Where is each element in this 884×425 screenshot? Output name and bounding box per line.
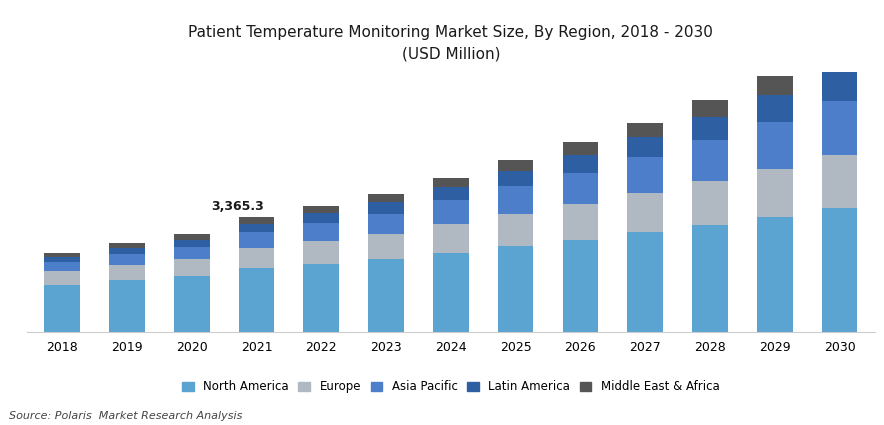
Bar [692, 140, 728, 181]
Bar [239, 248, 274, 269]
Bar [239, 217, 274, 224]
Bar [822, 155, 857, 208]
Legend: North America, Europe, Asia Pacific, Latin America, Middle East & Africa: North America, Europe, Asia Pacific, Lat… [178, 376, 724, 398]
Bar [303, 264, 339, 332]
Bar [628, 157, 663, 193]
Bar [369, 260, 404, 332]
Bar [498, 246, 533, 332]
Bar [303, 213, 339, 224]
Bar [303, 241, 339, 264]
Bar [822, 101, 857, 155]
Bar [498, 214, 533, 246]
Bar [433, 187, 469, 201]
Bar [174, 247, 210, 259]
Bar [174, 276, 210, 332]
Bar [239, 232, 274, 248]
Bar [369, 234, 404, 260]
Bar [628, 123, 663, 137]
Bar [44, 252, 80, 257]
Bar [174, 259, 210, 276]
Bar [757, 169, 793, 217]
Bar [433, 201, 469, 224]
Bar [303, 206, 339, 213]
Bar [109, 280, 145, 332]
Bar [239, 269, 274, 332]
Bar [562, 142, 598, 155]
Bar [628, 137, 663, 157]
Text: 3,365.3: 3,365.3 [211, 200, 264, 213]
Bar [44, 262, 80, 271]
Bar [562, 204, 598, 240]
Bar [109, 243, 145, 248]
Bar [433, 178, 469, 187]
Bar [498, 160, 533, 171]
Title: Patient Temperature Monitoring Market Size, By Region, 2018 - 2030
(USD Million): Patient Temperature Monitoring Market Si… [188, 26, 713, 61]
Bar [369, 194, 404, 202]
Bar [628, 193, 663, 232]
Text: Source: Polaris  Market Research Analysis: Source: Polaris Market Research Analysis [9, 411, 242, 421]
Bar [109, 248, 145, 255]
Bar [692, 100, 728, 117]
Bar [369, 202, 404, 214]
Bar [822, 48, 857, 71]
Bar [692, 181, 728, 225]
Bar [757, 122, 793, 169]
Bar [822, 71, 857, 101]
Bar [174, 234, 210, 240]
Bar [239, 224, 274, 232]
Bar [757, 217, 793, 332]
Bar [822, 208, 857, 332]
Bar [109, 255, 145, 264]
Bar [757, 76, 793, 95]
Bar [692, 225, 728, 332]
Bar [498, 187, 533, 214]
Bar [562, 173, 598, 204]
Bar [628, 232, 663, 332]
Bar [498, 171, 533, 187]
Bar [562, 155, 598, 173]
Bar [44, 285, 80, 332]
Bar [757, 95, 793, 122]
Bar [109, 264, 145, 280]
Bar [433, 224, 469, 253]
Bar [44, 271, 80, 285]
Bar [174, 240, 210, 247]
Bar [369, 214, 404, 234]
Bar [303, 224, 339, 241]
Bar [44, 257, 80, 262]
Bar [692, 117, 728, 140]
Bar [433, 253, 469, 332]
Bar [562, 240, 598, 332]
